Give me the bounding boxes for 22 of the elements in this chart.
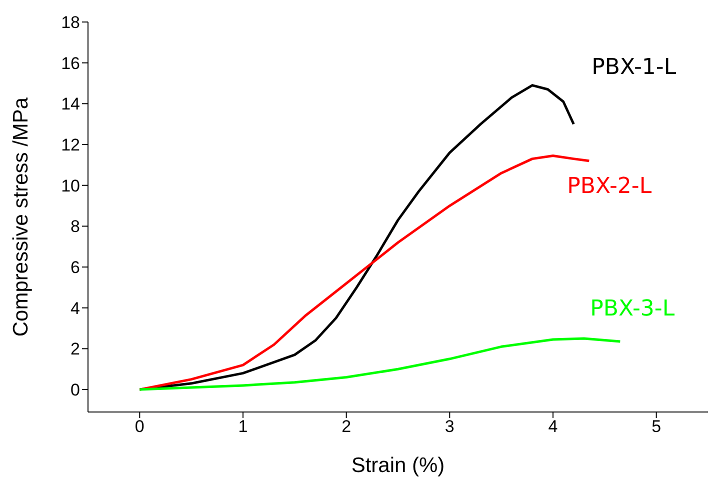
y-tick-label: 0 bbox=[70, 380, 80, 400]
x-tick-label: 2 bbox=[342, 417, 352, 436]
x-tick-label: 4 bbox=[548, 417, 558, 436]
x-axis-title: Strain (%) bbox=[351, 454, 445, 477]
x-tick-label: 5 bbox=[652, 417, 662, 436]
y-tick-label: 10 bbox=[61, 176, 80, 196]
x-tick-label: 3 bbox=[444, 417, 454, 436]
y-tick-label: 2 bbox=[70, 340, 80, 359]
y-tick-label: 4 bbox=[70, 298, 80, 318]
y-tick-label: 8 bbox=[70, 217, 80, 236]
y-tick-label: 16 bbox=[61, 54, 80, 73]
y-tick-label: 6 bbox=[70, 258, 80, 278]
line-series bbox=[138, 337, 622, 391]
series-label: PBX-2-L bbox=[567, 174, 652, 199]
series-label: PBX-1-L bbox=[592, 55, 677, 80]
x-tick-label: 0 bbox=[134, 417, 144, 436]
y-tick-label: 12 bbox=[61, 136, 80, 155]
y-tick-label: 14 bbox=[61, 94, 80, 114]
y-axis-title: Compressive stress /MPa bbox=[9, 97, 32, 337]
series-label: PBX-3-L bbox=[590, 296, 676, 322]
y-tick-label: 18 bbox=[61, 13, 80, 32]
x-tick-label: 1 bbox=[238, 417, 248, 436]
